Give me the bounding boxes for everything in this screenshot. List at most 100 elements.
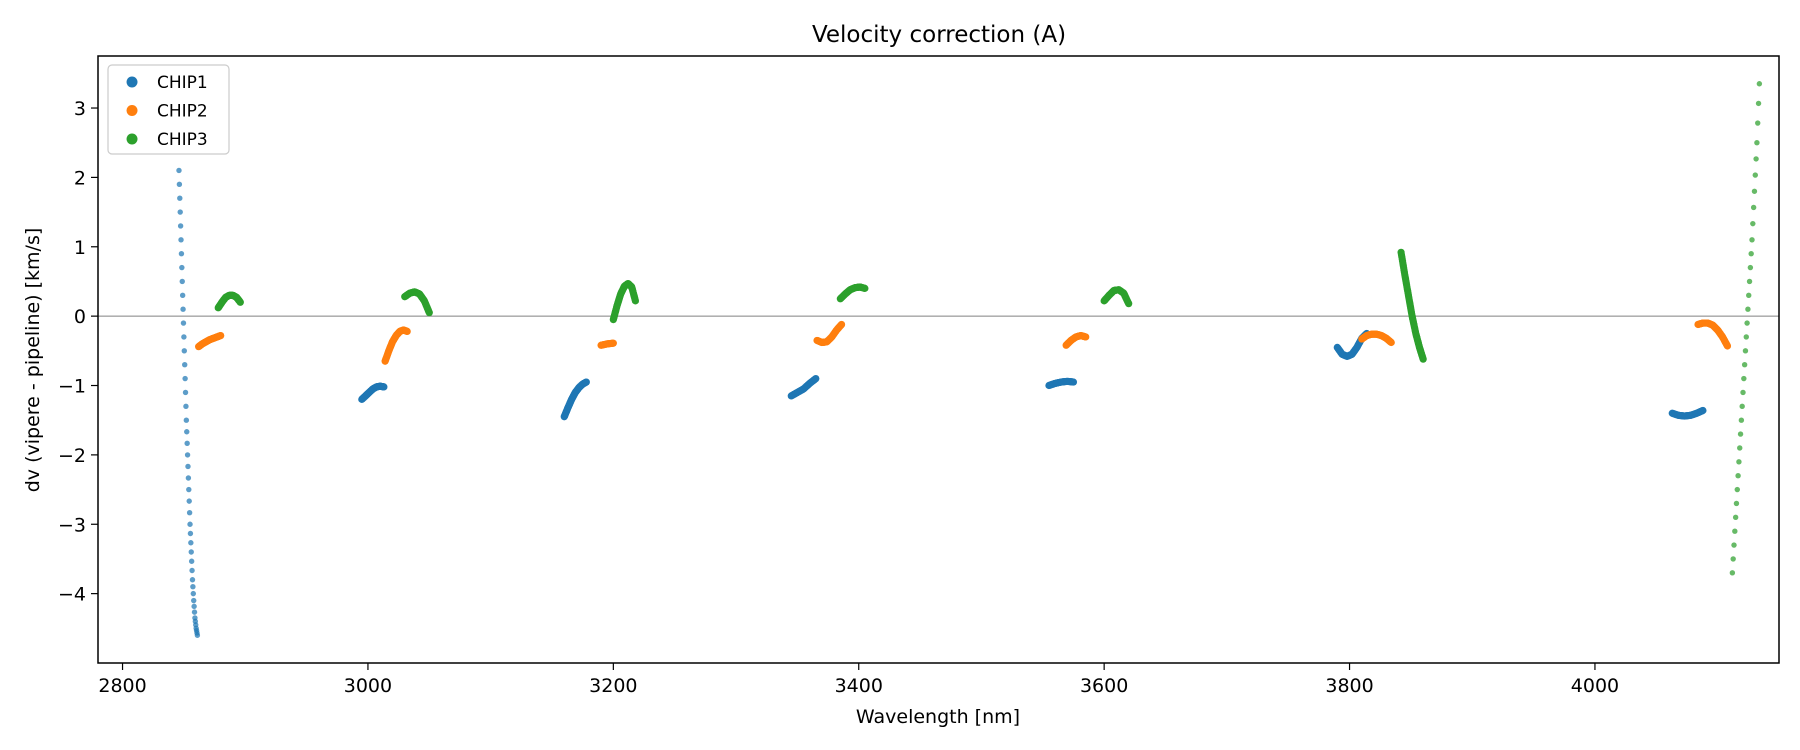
data-point-chip1 bbox=[177, 223, 184, 229]
data-point-chip1 bbox=[188, 558, 195, 564]
y-tick-label--3: −3 bbox=[58, 514, 86, 536]
data-point-chip3 bbox=[1739, 403, 1745, 410]
data-point-chip1 bbox=[185, 475, 192, 481]
legend-marker-chip3 bbox=[126, 133, 138, 145]
data-point-chip1 bbox=[180, 320, 187, 326]
y-axis-label: dv (vipere - pipeline) [km/s] bbox=[22, 228, 44, 493]
legend-marker-chip2 bbox=[126, 105, 138, 116]
data-point-chip3 bbox=[236, 298, 244, 306]
data-point-chip2 bbox=[1082, 333, 1090, 341]
data-point-chip3 bbox=[861, 284, 869, 292]
legend: CHIP1 CHIP2 CHIP3 bbox=[107, 64, 230, 155]
data-point-chip1 bbox=[186, 498, 192, 504]
data-point-chip3 bbox=[1738, 417, 1745, 423]
data-point-chip1 bbox=[181, 334, 187, 340]
axes: 2800 3000 3200 3400 3600 3800 4000 3 2 1 0 −1 −2 −3 −4 bbox=[58, 98, 1619, 697]
data-point-chip1 bbox=[181, 348, 187, 354]
series-chip1 bbox=[176, 167, 1707, 638]
data-point-chip1 bbox=[185, 463, 191, 470]
y-tick-label-1: 1 bbox=[74, 237, 86, 259]
data-point-chip1 bbox=[189, 577, 196, 583]
data-point-chip3 bbox=[1752, 172, 1758, 178]
data-point-chip3 bbox=[1734, 486, 1740, 493]
data-point-chip1 bbox=[178, 237, 184, 243]
data-point-chip1 bbox=[191, 609, 198, 615]
data-point-chip3 bbox=[1737, 431, 1744, 437]
series-chip3 bbox=[214, 81, 1763, 576]
data-point-chip1 bbox=[179, 278, 185, 285]
data-point-chip1 bbox=[183, 417, 190, 423]
x-tick-label-3800: 3800 bbox=[1325, 675, 1373, 697]
data-point-chip3 bbox=[1736, 459, 1742, 465]
data-point-chip3 bbox=[1419, 355, 1427, 363]
legend-box bbox=[107, 64, 230, 155]
data-point-chip3 bbox=[1125, 300, 1133, 308]
x-tick-label-3600: 3600 bbox=[1080, 675, 1128, 697]
data-point-chip3 bbox=[1750, 220, 1756, 227]
data-point-chip1 bbox=[812, 374, 820, 383]
data-point-chip1 bbox=[190, 583, 196, 590]
data-point-chip1 bbox=[191, 597, 197, 604]
data-point-chip3 bbox=[1746, 292, 1752, 299]
data-point-chip3 bbox=[1733, 500, 1740, 507]
data-point-chip2 bbox=[1387, 338, 1395, 347]
data-point-chip1 bbox=[194, 632, 201, 638]
data-point-chip3 bbox=[1741, 362, 1748, 368]
data-point-chip3 bbox=[1756, 81, 1763, 87]
data-point-chip1 bbox=[177, 209, 183, 215]
data-point-chip3 bbox=[1740, 389, 1746, 396]
data-point-chip3 bbox=[1755, 100, 1762, 107]
x-axis-label: Wavelength [nm] bbox=[856, 706, 1020, 728]
x-tick-label-4000: 4000 bbox=[1571, 675, 1619, 697]
data-point-chip3 bbox=[1730, 556, 1736, 562]
data-point-chip3 bbox=[1737, 445, 1743, 451]
data-point-chip1 bbox=[191, 603, 197, 610]
data-point-chip3 bbox=[1746, 278, 1753, 285]
data-point-chip1 bbox=[180, 306, 186, 312]
data-point-chip3 bbox=[1729, 570, 1736, 576]
data-point-chip1 bbox=[188, 540, 194, 546]
legend-marker-chip1 bbox=[126, 76, 138, 88]
data-point-chip1 bbox=[177, 195, 183, 201]
data-point-chip1 bbox=[188, 549, 194, 555]
data-point-chip1 bbox=[182, 375, 188, 382]
data-point-chip3 bbox=[1754, 140, 1760, 146]
data-point-chip3 bbox=[631, 297, 640, 305]
data-point-chip3 bbox=[1744, 320, 1750, 326]
chart-title: Velocity correction (A) bbox=[812, 22, 1066, 48]
data-point-chip3 bbox=[1748, 251, 1754, 257]
data-point-chip3 bbox=[1735, 473, 1741, 479]
data-point-chip3 bbox=[1751, 188, 1758, 194]
data-point-chip1 bbox=[176, 167, 182, 174]
data-point-chip1 bbox=[184, 452, 191, 458]
data-point-chip1 bbox=[178, 251, 185, 257]
data-point-chip3 bbox=[425, 309, 433, 317]
data-point-chip1 bbox=[1069, 378, 1078, 386]
data-point-chip1 bbox=[184, 429, 190, 435]
data-point-chip2 bbox=[403, 327, 411, 335]
data-point-chip1 bbox=[190, 590, 196, 597]
data-point-chip1 bbox=[184, 440, 190, 447]
data-point-chip1 bbox=[179, 292, 186, 299]
data-point-chip1 bbox=[186, 486, 192, 493]
data-point-chip1 bbox=[182, 362, 188, 368]
data-point-chip3 bbox=[1753, 156, 1759, 162]
data-point-chip1 bbox=[380, 383, 388, 391]
plot-area bbox=[98, 81, 1779, 638]
data-point-chip2 bbox=[1723, 342, 1732, 350]
data-point-chip1 bbox=[182, 389, 189, 396]
data-point-chip1 bbox=[176, 181, 183, 188]
plot-frame bbox=[97, 55, 1780, 664]
x-tick-label-3400: 3400 bbox=[835, 675, 883, 697]
data-point-chip3 bbox=[1750, 204, 1757, 211]
y-tick-label--2: −2 bbox=[58, 445, 86, 467]
data-point-chip1 bbox=[582, 378, 590, 386]
x-tick-label-2800: 2800 bbox=[98, 675, 146, 697]
series-chip2 bbox=[195, 319, 1732, 365]
data-point-chip2 bbox=[217, 331, 225, 340]
data-point-chip3 bbox=[1732, 528, 1738, 534]
data-point-chip1 bbox=[186, 510, 193, 516]
data-point-chip3 bbox=[1743, 334, 1749, 340]
data-point-chip3 bbox=[1742, 348, 1749, 354]
